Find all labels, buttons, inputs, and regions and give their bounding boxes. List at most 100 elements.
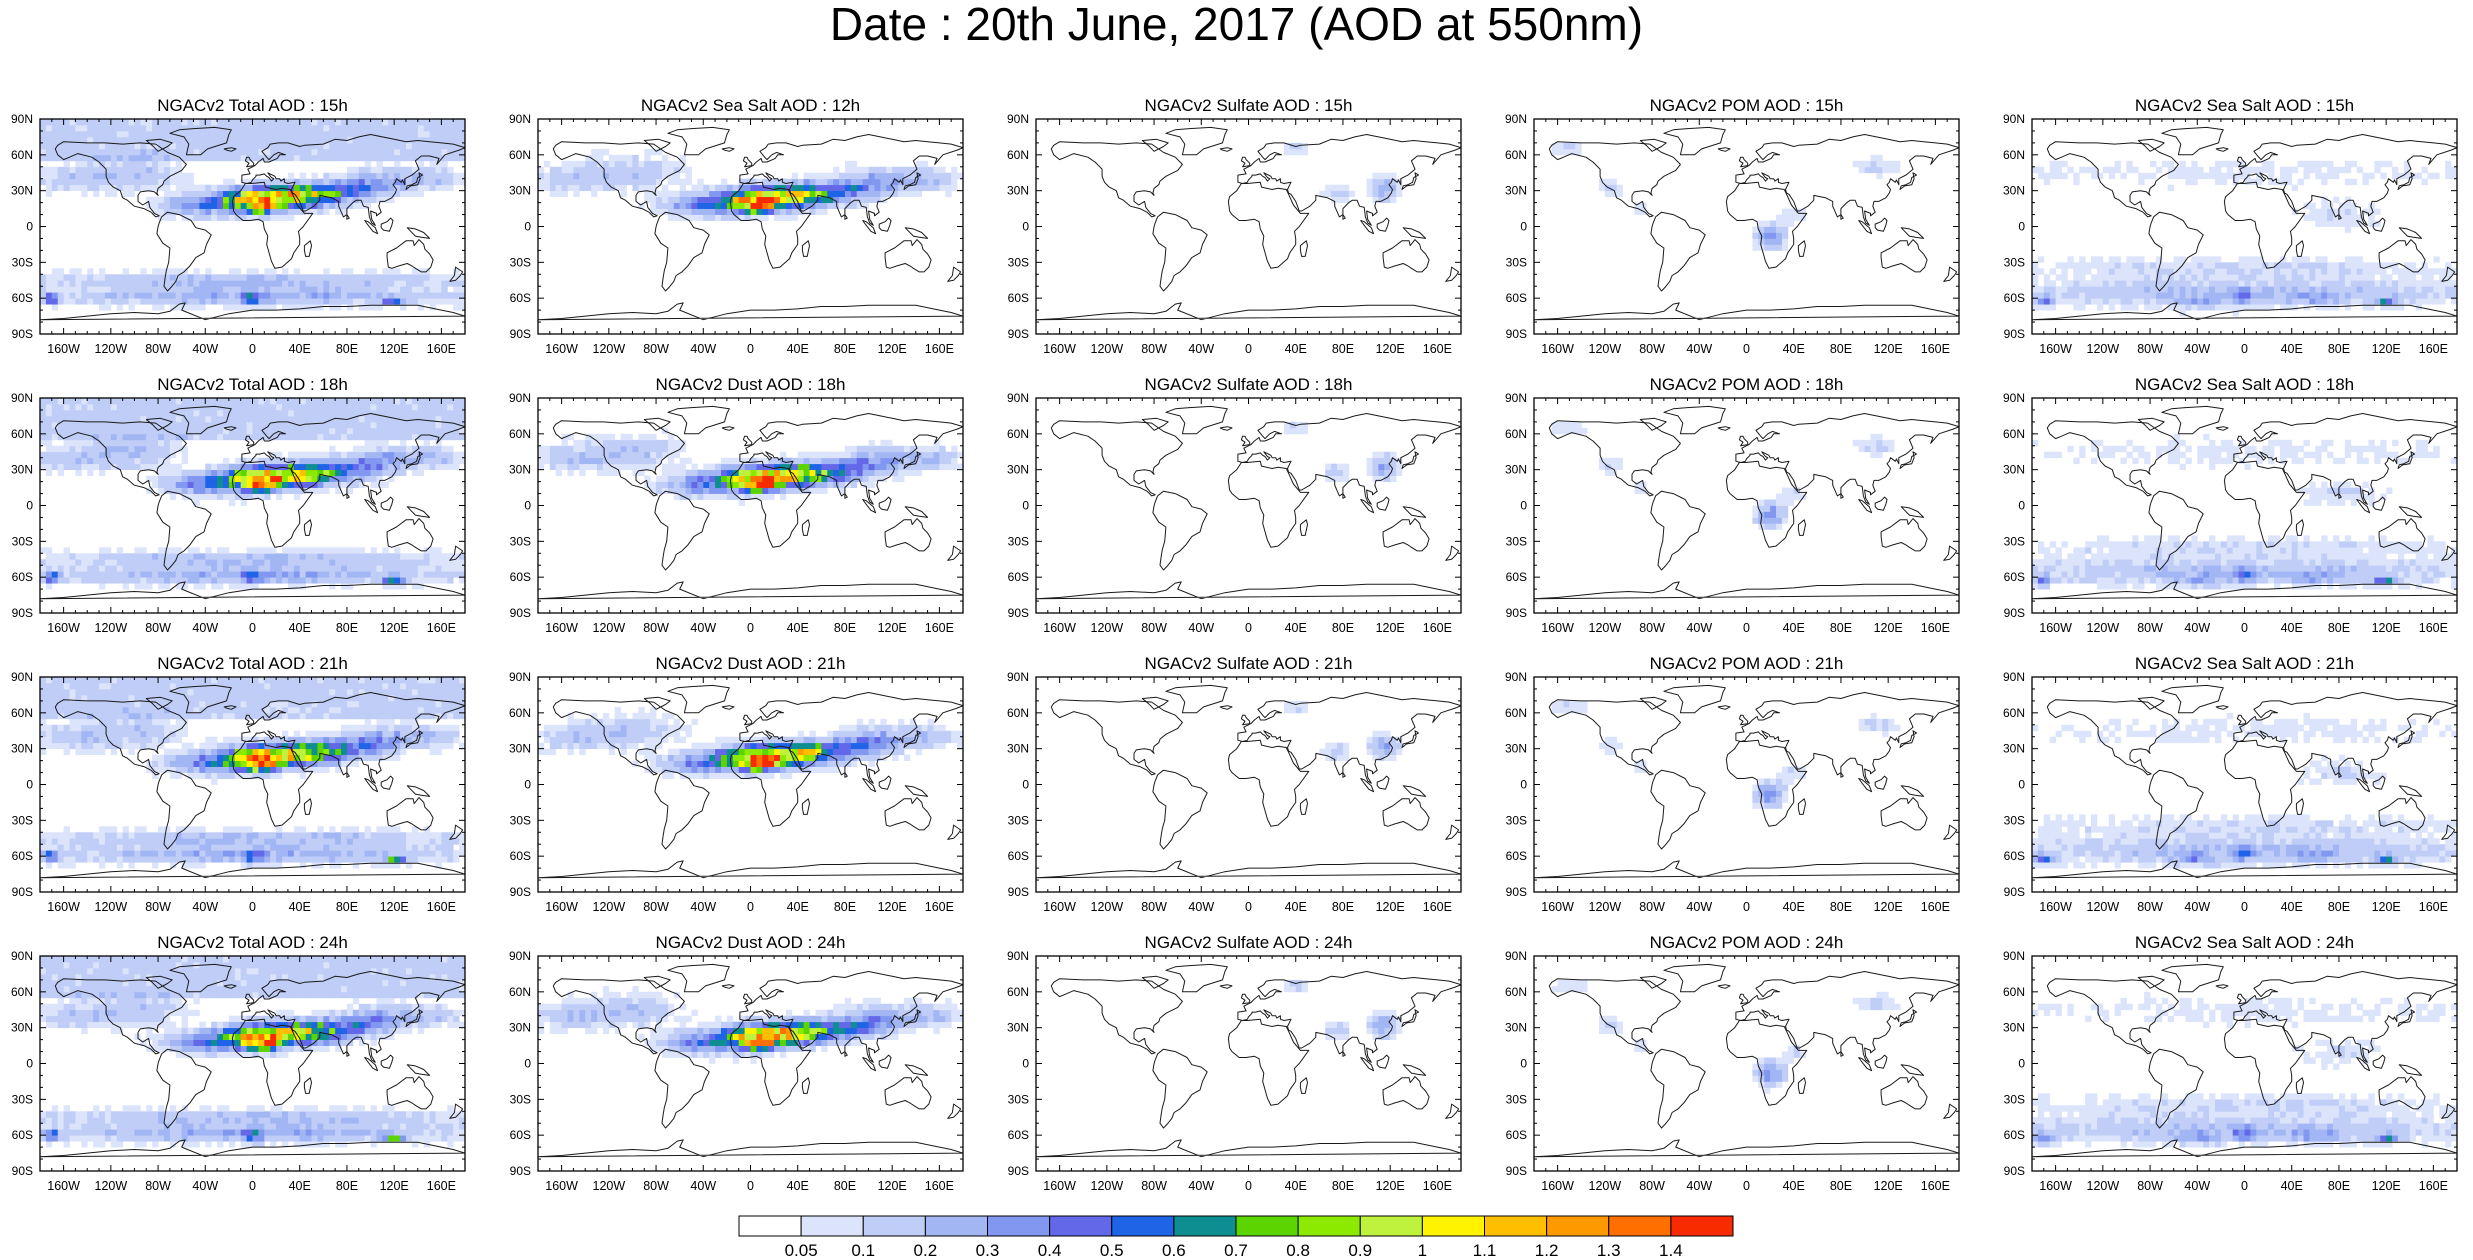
lat-tick-label: 0 [1520, 778, 1527, 792]
lon-tick-label: 120W [1091, 900, 1124, 914]
coastlines [538, 684, 963, 879]
coastline-iceland [1219, 705, 1233, 710]
lat-tick-label: 90S [1008, 606, 1029, 620]
coastline-eurasia [1735, 134, 1959, 226]
lat-tick-label: 90S [12, 327, 33, 341]
coastline-australia [1382, 518, 1430, 552]
lon-tick-label: 40E [1285, 1179, 1307, 1193]
lat-tick-label: 30S [12, 534, 33, 548]
lon-tick-label: 0 [2241, 621, 2248, 635]
aod-field [40, 119, 465, 311]
lat-tick-label: 60N [2003, 985, 2025, 999]
lon-tick-label: 80W [643, 1179, 669, 1193]
coastline-africa [1725, 460, 1808, 548]
coastline-eurasia [1237, 692, 1461, 784]
coastline-sumatra [2356, 778, 2371, 793]
coastline-japan [2397, 1009, 2415, 1027]
panel-title: NGACv2 POM AOD : 24h [1650, 933, 1844, 952]
coastline-madagascar [801, 1077, 810, 1094]
coastline-sumatra [1858, 1057, 1873, 1072]
coastline-sri-lanka [346, 772, 350, 778]
map-panel: NGACv2 POM AOD : 18h 160W 120W 80W 40W 0 40E 80… [1505, 375, 1960, 635]
lat-tick-label: 30N [509, 1021, 531, 1035]
lon-tick-label: 160E [1921, 342, 1950, 356]
coastline-eurasia [1237, 134, 1461, 226]
coastline-north-america [1050, 141, 1183, 218]
coastline-borneo [878, 217, 892, 232]
coastline-sumatra [364, 778, 379, 793]
coastline-north-america [1548, 699, 1681, 776]
lat-tick-label: 30N [1007, 1021, 1029, 1035]
lat-tick-label: 0 [524, 778, 531, 792]
lon-tick-label: 80E [1332, 342, 1354, 356]
coastline-new-guinea [1900, 227, 1925, 239]
coastlines [40, 963, 465, 1158]
lon-tick-label: 160W [1043, 621, 1076, 635]
lon-tick-label: 0 [1743, 900, 1750, 914]
coastline-japan [1899, 451, 1917, 469]
coastlines [1534, 405, 1959, 600]
lat-tick-label: 30S [2004, 813, 2025, 827]
lat-tick-label: 60S [12, 570, 33, 584]
coastline-north-america [1050, 699, 1183, 776]
lat-tick-label: 0 [1022, 499, 1029, 513]
coastlines [1534, 684, 1959, 879]
coastline-baffin-island [2137, 417, 2165, 431]
lon-tick-label: 120W [2087, 342, 2120, 356]
coastline-sri-lanka [1840, 214, 1844, 220]
panel-title: NGACv2 Total AOD : 24h [157, 933, 348, 952]
coastline-new-guinea [1900, 785, 1925, 797]
lon-tick-label: 160E [925, 900, 954, 914]
coastline-eurasia [241, 971, 465, 1063]
coastline-japan [405, 730, 423, 748]
coastline-south-america [1650, 1048, 1706, 1129]
coastline-sumatra [862, 1057, 877, 1072]
coastline-baffin-island [1639, 696, 1667, 710]
lat-tick-label: 30S [1506, 255, 1527, 269]
lon-tick-label: 120W [95, 1179, 128, 1193]
lon-tick-label: 80W [145, 342, 171, 356]
coastline-africa [729, 739, 812, 827]
lon-tick-label: 120E [380, 342, 409, 356]
coastline-japan [903, 730, 921, 748]
lon-tick-label: 40W [2184, 342, 2210, 356]
lon-tick-label: 120W [1091, 342, 1124, 356]
lat-tick-label: 60N [11, 706, 33, 720]
lon-tick-label: 160W [47, 342, 80, 356]
lat-tick-label: 30S [2004, 534, 2025, 548]
lon-tick-label: 160E [925, 621, 954, 635]
map-panel: NGACv2 Dust AOD : 21h 160W 120W 80W 40W 0 40E 8… [509, 654, 964, 914]
coastline-new-zealand [449, 824, 464, 840]
coastline-baffin-island [1141, 138, 1169, 152]
coastline-borneo [878, 496, 892, 511]
panel-title: NGACv2 Total AOD : 15h [157, 96, 348, 115]
coastline-sri-lanka [1342, 772, 1346, 778]
coastline-africa [1227, 1018, 1310, 1106]
coastline-great-britain [1738, 993, 1749, 1005]
lon-tick-label: 160W [1043, 1179, 1076, 1193]
lon-tick-label: 120E [1376, 621, 1405, 635]
map-panel: NGACv2 Sea Salt AOD : 24h 160W 120W 80W 40W 0… [2003, 933, 2458, 1193]
coastline-antarctica [1534, 302, 1959, 321]
coastline-madagascar [1299, 798, 1308, 815]
coastline-madagascar [2295, 519, 2304, 536]
aod-field [2032, 433, 2457, 590]
map-frame [537, 676, 964, 893]
lon-tick-label: 120W [95, 621, 128, 635]
coastline-eurasia [739, 134, 963, 226]
lat-tick-label: 90N [1505, 391, 1527, 405]
coastline-sumatra [1360, 499, 1375, 514]
coastline-africa [2223, 739, 2306, 827]
lat-tick-label: 60N [11, 427, 33, 441]
coastline-iceland [223, 705, 237, 710]
coastline-japan [1899, 172, 1917, 190]
lon-tick-label: 80E [336, 900, 358, 914]
lon-tick-label: 40W [192, 621, 218, 635]
lon-tick-label: 0 [1245, 621, 1252, 635]
map-panel: NGACv2 Total AOD : 24h 160W 120W 80W 40W 0 40E… [11, 933, 466, 1193]
coastline-japan [2397, 730, 2415, 748]
coastline-new-guinea [2398, 227, 2423, 239]
aod-field [1283, 700, 1403, 762]
coastline-new-guinea [2398, 785, 2423, 797]
lon-tick-label: 120W [95, 342, 128, 356]
